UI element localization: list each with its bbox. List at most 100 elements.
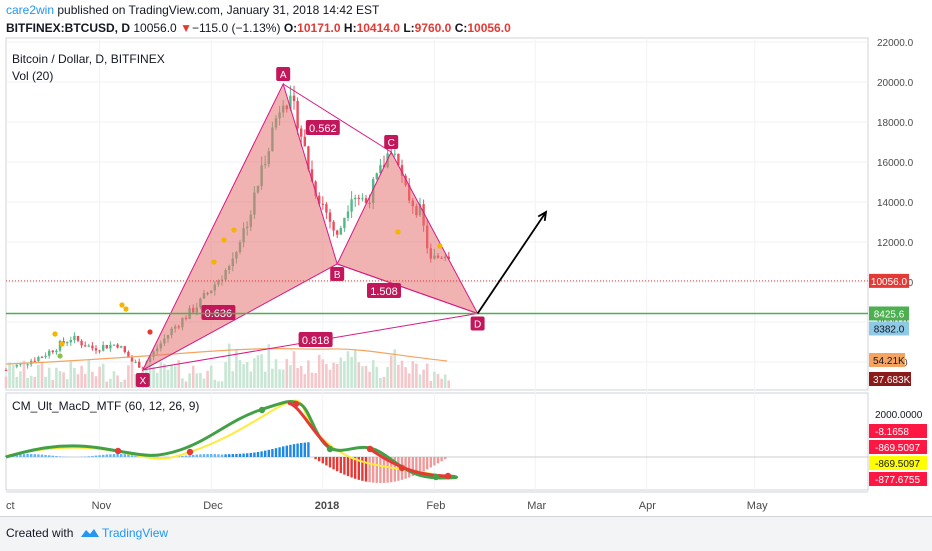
macd-histogram-bar bbox=[268, 450, 270, 457]
macd-histogram-bar bbox=[95, 456, 97, 457]
signal-dot bbox=[221, 237, 226, 242]
price-tick-label: 20000.0 bbox=[877, 78, 914, 89]
volume-bar bbox=[5, 377, 8, 388]
volume-bar bbox=[210, 366, 213, 388]
volume-bar bbox=[152, 367, 155, 388]
volume-bar bbox=[235, 350, 238, 388]
volume-bar bbox=[116, 375, 119, 388]
volume-bar bbox=[347, 351, 350, 388]
macd-cross-dot bbox=[399, 465, 405, 471]
macd-histogram-bar bbox=[350, 457, 352, 478]
volume-bar bbox=[271, 369, 274, 388]
volume-bar bbox=[268, 344, 271, 388]
macd-histogram-bar bbox=[336, 457, 338, 471]
candle-body bbox=[293, 96, 295, 101]
signal-dot bbox=[395, 229, 400, 234]
volume-bar bbox=[448, 380, 451, 388]
macd-histogram-bar bbox=[48, 455, 50, 457]
volume-bar bbox=[372, 360, 375, 388]
high-value: 10414.0 bbox=[357, 21, 400, 35]
macd-histogram-bar bbox=[419, 457, 421, 473]
pattern-point-label: A bbox=[280, 70, 287, 81]
volume-bar bbox=[307, 360, 310, 388]
volume-bar bbox=[415, 364, 418, 388]
candle-body bbox=[376, 173, 378, 179]
macd-histogram-bar bbox=[365, 457, 367, 482]
pattern-ratio-label: 0.562 bbox=[309, 123, 337, 135]
time-tick-label: Nov bbox=[92, 500, 112, 512]
ohlc-bar: BITFINEX:BTCUSD, D 10056.0 ▼−115.0 (−1.1… bbox=[6, 21, 511, 35]
macd-histogram-bar bbox=[314, 457, 316, 459]
candle-body bbox=[88, 346, 90, 347]
macd-histogram-bar bbox=[408, 457, 410, 478]
macd-histogram-bar bbox=[293, 444, 295, 457]
macd-histogram-bar bbox=[192, 455, 194, 457]
signal-dot bbox=[437, 243, 442, 248]
signal-dot bbox=[59, 341, 64, 346]
volume-bar bbox=[106, 382, 109, 388]
price-pane bbox=[6, 38, 868, 390]
macd-histogram-bar bbox=[23, 454, 25, 457]
macd-histogram-bar bbox=[289, 445, 291, 457]
low-label: L: bbox=[403, 21, 414, 35]
candle-body bbox=[48, 351, 50, 356]
low-value: 9760.0 bbox=[415, 21, 452, 35]
volume-bar bbox=[318, 355, 321, 388]
macd-histogram-bar bbox=[206, 454, 208, 457]
volume-bar bbox=[156, 373, 159, 388]
macd-histogram-bar bbox=[444, 457, 446, 459]
macd-histogram-bar bbox=[91, 456, 93, 457]
volume-bar bbox=[343, 361, 346, 388]
pattern-ratio-label: 0.818 bbox=[302, 335, 330, 347]
volume-bar bbox=[181, 378, 184, 388]
volume-bar bbox=[246, 362, 249, 388]
footer-bar: Created with TradingView bbox=[0, 516, 932, 551]
macd-histogram-bar bbox=[383, 457, 385, 483]
publish-info: published on TradingView.com, January 31… bbox=[57, 3, 379, 17]
volume-bar bbox=[401, 361, 404, 388]
macd-histogram-bar bbox=[199, 454, 201, 457]
volume-bar bbox=[88, 360, 91, 388]
candle-body bbox=[304, 137, 306, 147]
volume-bar bbox=[358, 362, 361, 388]
volume-bar bbox=[34, 377, 37, 388]
candle-body bbox=[113, 345, 115, 346]
volume-bar bbox=[332, 363, 335, 388]
volume-legend: Vol (20) bbox=[12, 69, 53, 83]
candle-body bbox=[120, 346, 122, 347]
candle-body bbox=[70, 340, 72, 342]
macd-histogram-bar bbox=[44, 455, 46, 457]
macd-histogram-bar bbox=[232, 454, 234, 457]
volume-bar bbox=[304, 374, 307, 388]
volume-bar bbox=[37, 365, 40, 388]
price-chart[interactable]: 6000.08000.010000.012000.014000.016000.0… bbox=[0, 0, 932, 516]
open-value: 10171.0 bbox=[297, 21, 340, 35]
macd-histogram-bar bbox=[228, 454, 230, 457]
candle-body bbox=[77, 336, 79, 341]
volume-bar bbox=[437, 374, 440, 388]
volume-bar bbox=[300, 366, 303, 388]
candle-body bbox=[91, 346, 93, 349]
volume-bar bbox=[257, 355, 260, 388]
volume-bar bbox=[422, 370, 425, 388]
macd-histogram-bar bbox=[210, 454, 212, 457]
candle-body bbox=[332, 222, 334, 231]
macd-histogram-bar bbox=[242, 454, 244, 457]
volume-bar bbox=[19, 371, 22, 388]
macd-histogram-bar bbox=[433, 457, 435, 465]
author-link[interactable]: care2win bbox=[6, 3, 54, 17]
signal-dot bbox=[123, 306, 128, 311]
macd-histogram-bar bbox=[120, 454, 122, 457]
candle-body bbox=[16, 365, 18, 367]
candle-body bbox=[329, 213, 331, 222]
macd-cross-dot bbox=[259, 407, 265, 413]
candle-body bbox=[84, 345, 86, 346]
macd-histogram-bar bbox=[257, 452, 259, 457]
volume-bar bbox=[314, 373, 317, 388]
volume-bar bbox=[419, 374, 422, 388]
macd-histogram-bar bbox=[34, 454, 36, 457]
tradingview-link[interactable]: TradingView bbox=[102, 526, 168, 540]
macd-histogram-bar bbox=[250, 453, 252, 457]
volume-bar bbox=[368, 372, 371, 388]
macd-histogram-bar bbox=[26, 454, 28, 457]
